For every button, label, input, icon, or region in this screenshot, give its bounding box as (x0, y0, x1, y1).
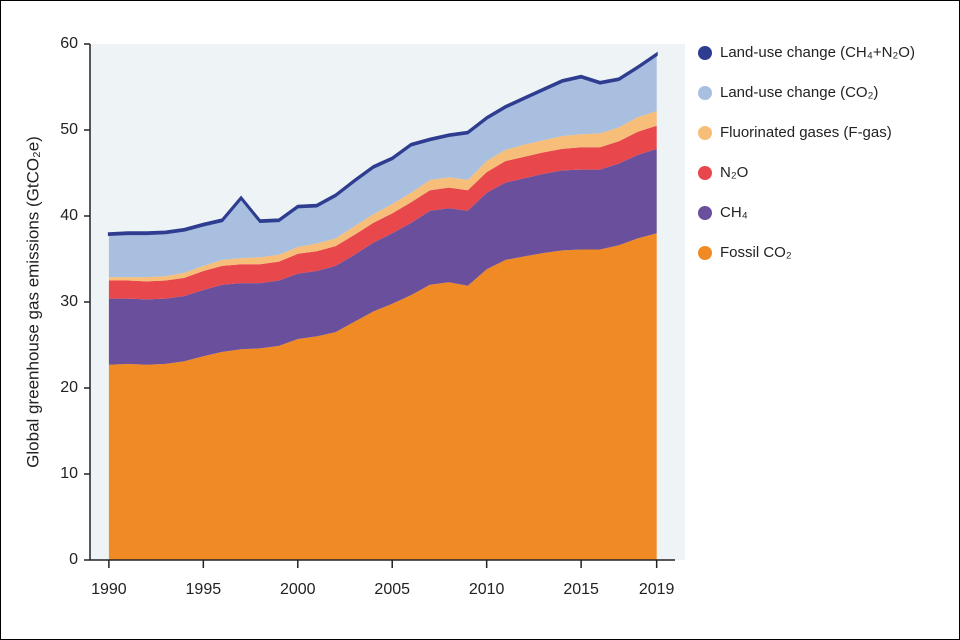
legend-marker (698, 46, 712, 60)
legend-marker (698, 86, 712, 100)
legend-label: Fossil CO₂ (720, 244, 792, 261)
legend-label: CH₄ (720, 204, 748, 221)
y-tick-label: 30 (60, 293, 78, 310)
y-tick-label: 40 (60, 207, 78, 224)
area (108, 148, 657, 365)
y-axis-label: Global greenhouse gas emissions (GtCO₂e) (23, 136, 42, 468)
y-tick-label: 50 (60, 121, 78, 138)
legend-marker (698, 166, 712, 180)
x-tick-label: 1990 (91, 581, 127, 598)
y-tick-label: 20 (60, 379, 78, 396)
legend-marker (698, 246, 712, 260)
x-tick-label: 2000 (280, 581, 316, 598)
area (108, 55, 657, 278)
legend-label: Land-use change (CO₂) (720, 84, 878, 101)
legend-marker (698, 206, 712, 220)
x-tick-label: 2010 (469, 581, 505, 598)
legend-label: N₂O (720, 164, 748, 181)
x-tick-label: 2005 (374, 581, 410, 598)
area (108, 233, 657, 560)
area (108, 125, 657, 300)
legend-label: Land-use change (CH₄+N₂O) (720, 44, 915, 61)
legend-label: Fluorinated gases (F-gas) (720, 124, 892, 141)
legend-marker (698, 126, 712, 140)
y-tick-label: 10 (60, 465, 78, 482)
y-tick-label: 0 (69, 551, 78, 568)
area (108, 111, 657, 282)
x-tick-label: 1995 (186, 581, 222, 598)
y-tick-label: 60 (60, 35, 78, 52)
x-tick-label: 2015 (563, 581, 599, 598)
x-tick-label: 2019 (639, 581, 675, 598)
area (107, 51, 658, 236)
